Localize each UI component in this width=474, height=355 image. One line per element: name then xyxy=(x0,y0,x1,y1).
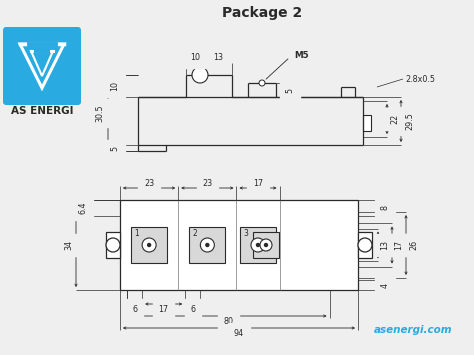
Circle shape xyxy=(147,244,151,246)
Circle shape xyxy=(256,244,259,246)
Text: 10: 10 xyxy=(110,81,119,91)
Bar xyxy=(240,227,276,263)
Text: 23: 23 xyxy=(144,179,154,187)
Bar xyxy=(106,232,120,258)
Text: 29.5: 29.5 xyxy=(405,112,414,130)
Text: 5: 5 xyxy=(110,146,119,151)
Text: 8: 8 xyxy=(381,206,390,211)
Circle shape xyxy=(201,238,214,252)
Circle shape xyxy=(358,238,372,252)
Text: 4: 4 xyxy=(381,283,390,288)
Text: 17: 17 xyxy=(394,240,403,250)
Bar xyxy=(253,232,279,258)
Text: 17: 17 xyxy=(253,179,263,187)
Text: 80: 80 xyxy=(223,317,233,326)
Text: 17: 17 xyxy=(159,305,169,313)
Text: 13: 13 xyxy=(381,240,390,250)
Bar xyxy=(120,200,358,290)
Circle shape xyxy=(206,244,209,246)
Text: AS ENERGI: AS ENERGI xyxy=(11,106,73,116)
Circle shape xyxy=(260,239,272,251)
Text: 5: 5 xyxy=(285,87,294,93)
Text: 10: 10 xyxy=(191,54,201,62)
Text: 6: 6 xyxy=(132,305,137,313)
Bar xyxy=(363,115,371,131)
Text: 3: 3 xyxy=(243,229,248,238)
Text: 6.4: 6.4 xyxy=(79,202,88,214)
Text: 26: 26 xyxy=(410,240,419,250)
Text: Package 2: Package 2 xyxy=(222,6,302,20)
Text: M5: M5 xyxy=(294,50,309,60)
Text: 94: 94 xyxy=(234,328,244,338)
FancyBboxPatch shape xyxy=(3,27,81,105)
Circle shape xyxy=(192,67,208,83)
Circle shape xyxy=(264,244,267,246)
Text: 22: 22 xyxy=(391,114,400,124)
Circle shape xyxy=(106,238,120,252)
Text: 23: 23 xyxy=(202,179,212,187)
Text: 13: 13 xyxy=(213,54,224,62)
Text: asenergi.com: asenergi.com xyxy=(374,325,452,335)
Circle shape xyxy=(142,238,156,252)
Circle shape xyxy=(251,238,265,252)
Text: 34: 34 xyxy=(64,240,73,250)
Text: 2.8x0.5: 2.8x0.5 xyxy=(405,75,435,83)
Text: 1: 1 xyxy=(134,229,139,238)
Circle shape xyxy=(259,80,265,86)
Text: 30.5: 30.5 xyxy=(95,104,104,122)
Bar xyxy=(189,227,225,263)
Bar xyxy=(358,232,372,258)
Text: 6: 6 xyxy=(191,305,195,313)
Text: 2: 2 xyxy=(192,229,197,238)
Bar xyxy=(131,227,167,263)
